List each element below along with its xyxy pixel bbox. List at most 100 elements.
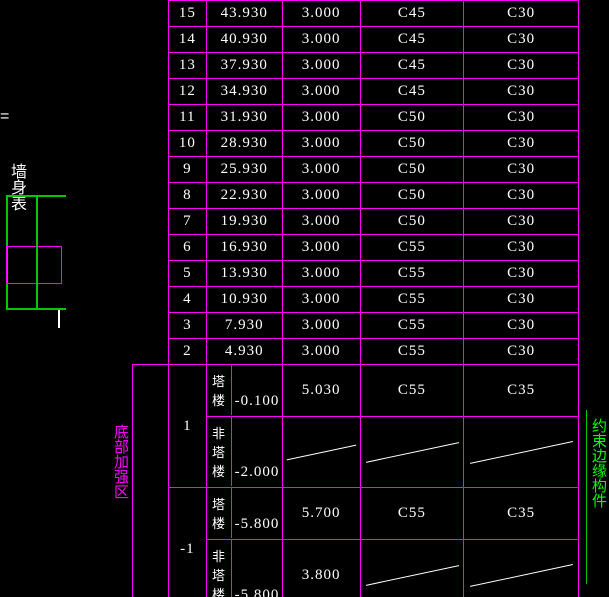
beam-grade-value: C30: [465, 185, 577, 206]
storey-number-value: 5: [170, 263, 205, 284]
elevation-value: 13.930: [208, 263, 281, 284]
wall-grade-value: C55: [362, 289, 463, 310]
elevation-value: 25.930: [208, 159, 281, 180]
storey-number-value: 6: [170, 237, 205, 258]
storey-height-value: 3.000: [284, 55, 359, 76]
storey-height-value: 5.700: [284, 503, 359, 524]
table-row: 719.9303.000C50C30: [133, 209, 579, 235]
beam-grade-value: C30: [465, 55, 577, 76]
wall-grade-value: C45: [362, 3, 463, 24]
storey-number: 11: [168, 105, 206, 131]
storey-height: 3.000: [282, 287, 360, 313]
elevation: 37.930: [206, 53, 282, 79]
storey-height-value: 3.000: [284, 159, 359, 180]
spacer: [133, 313, 169, 339]
storey-number: 1: [168, 365, 206, 488]
wall-grade-value: C50: [362, 107, 463, 128]
elevation: 16.930: [206, 235, 282, 261]
table-row: 925.9303.000C50C30: [133, 157, 579, 183]
storey-number: 2: [168, 339, 206, 365]
storey-height: 3.000: [282, 183, 360, 209]
storey-number-value: 3: [170, 315, 205, 336]
elevation-value: 43.930: [208, 3, 281, 24]
beam-grade-value: C30: [465, 133, 577, 154]
storey-height-value: 3.000: [284, 133, 359, 154]
elevation-value: 22.930: [208, 185, 281, 206]
elevation: 13.930: [206, 261, 282, 287]
elevation: 28.930: [206, 131, 282, 157]
storey-height: 3.000: [282, 27, 360, 53]
beam-grade: C30: [464, 1, 579, 27]
elevation: 非塔楼-5.800: [206, 540, 282, 597]
storey-height: 3.000: [282, 53, 360, 79]
beam-grade: C35: [464, 488, 579, 540]
elevation-value: 40.930: [208, 29, 281, 50]
storey-height-value: 3.000: [284, 211, 359, 232]
storey-number-value: 7: [170, 211, 205, 232]
elevation: 31.930: [206, 105, 282, 131]
tower-label: 塔楼: [207, 365, 232, 415]
storey-height-value: 3.000: [284, 81, 359, 102]
table-row: 1131.9303.000C50C30: [133, 105, 579, 131]
elevation-value: 28.930: [208, 133, 281, 154]
storey-number-value: 4: [170, 289, 205, 310]
tower-label: 塔楼: [207, 488, 232, 538]
beam-grade: [464, 540, 579, 597]
wall-grade-value: C50: [362, 159, 463, 180]
elevation-value: 7.930: [208, 315, 281, 336]
wall-grade-value: C55: [362, 341, 463, 362]
storey-height-value: 3.000: [284, 289, 359, 310]
table-row: 822.9303.000C50C30: [133, 183, 579, 209]
wall-grade: C55: [360, 313, 464, 339]
elevation: 非塔楼-2.000: [206, 417, 282, 488]
elevation: 43.930: [206, 1, 282, 27]
storey-height-value: 3.000: [284, 107, 359, 128]
beam-grade-value: C30: [465, 81, 577, 102]
elevation: 22.930: [206, 183, 282, 209]
table-row: 1028.9303.000C50C30: [133, 131, 579, 157]
bottom-zone-bracket: [133, 365, 169, 597]
wall-grade: C55: [360, 488, 464, 540]
elevation: 40.930: [206, 27, 282, 53]
storey-number-value: 10: [170, 133, 205, 154]
storey-number: 9: [168, 157, 206, 183]
wall-grade-value: C55: [362, 503, 463, 524]
storey-number: 8: [168, 183, 206, 209]
wall-grade-value: C50: [362, 185, 463, 206]
storey-number-value: 9: [170, 159, 205, 180]
storey-number: 14: [168, 27, 206, 53]
beam-grade-value: C30: [465, 3, 577, 24]
wall-grade: C45: [360, 1, 464, 27]
wall-grade-value: C45: [362, 55, 463, 76]
spacer: [133, 157, 169, 183]
storey-height-value: 3.000: [284, 263, 359, 284]
table-row: 1塔楼-0.1005.030C55C35: [133, 365, 579, 417]
spacer: [133, 287, 169, 313]
spacer: [133, 131, 169, 157]
storey-number: 10: [168, 131, 206, 157]
wall-grade: C55: [360, 235, 464, 261]
wall-grade: C45: [360, 79, 464, 105]
storey-height: 3.000: [282, 261, 360, 287]
wall-grade-value: C55: [362, 315, 463, 336]
storey-height-value: 3.000: [284, 315, 359, 336]
wall-grade: C50: [360, 183, 464, 209]
spacer: [133, 339, 169, 365]
storey-height-value: 3.000: [284, 237, 359, 258]
beam-grade-value: C30: [465, 211, 577, 232]
table-row: 24.9303.000C55C30: [133, 339, 579, 365]
storey-height: 3.800: [282, 540, 360, 597]
table-row: -1塔楼-5.8005.700C55C35: [133, 488, 579, 540]
storey-number: 12: [168, 79, 206, 105]
storey-height: [282, 417, 360, 488]
wall-grade: C45: [360, 27, 464, 53]
table-row: 513.9303.000C55C30: [133, 261, 579, 287]
storey-height: 3.000: [282, 209, 360, 235]
storey-number-value: 11: [170, 107, 205, 128]
elevation-value: -2.000: [232, 458, 281, 487]
beam-grade: C30: [464, 53, 579, 79]
beam-grade-value: C30: [465, 159, 577, 180]
wall-grade-value: C50: [362, 211, 463, 232]
wall-grade: C50: [360, 131, 464, 157]
storey-height: 5.700: [282, 488, 360, 540]
